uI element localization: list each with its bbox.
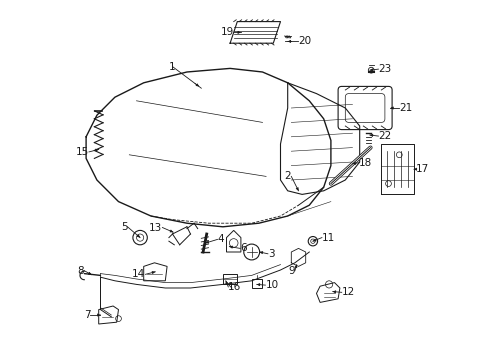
Text: 12: 12 [341,287,354,297]
Text: 19: 19 [221,27,234,37]
Text: 11: 11 [321,233,334,243]
Text: 10: 10 [265,280,278,290]
Text: 14: 14 [132,269,145,279]
Text: 17: 17 [415,164,428,174]
Text: 20: 20 [297,36,310,46]
Text: 2: 2 [284,171,291,181]
Text: 16: 16 [228,282,241,292]
Text: 23: 23 [378,64,391,74]
Text: 15: 15 [76,147,89,157]
Text: 7: 7 [83,310,90,320]
Text: 18: 18 [358,158,371,168]
Text: 1: 1 [169,62,176,72]
Text: 21: 21 [399,103,412,113]
Text: 13: 13 [149,222,162,233]
Text: 3: 3 [267,249,274,259]
Text: 22: 22 [378,131,391,141]
Text: 4: 4 [217,234,224,244]
Bar [223,274,237,284]
Text: 9: 9 [288,266,294,276]
Text: 6: 6 [240,243,246,253]
Text: 5: 5 [121,222,127,232]
Text: 8: 8 [78,266,84,276]
Bar [251,279,261,288]
